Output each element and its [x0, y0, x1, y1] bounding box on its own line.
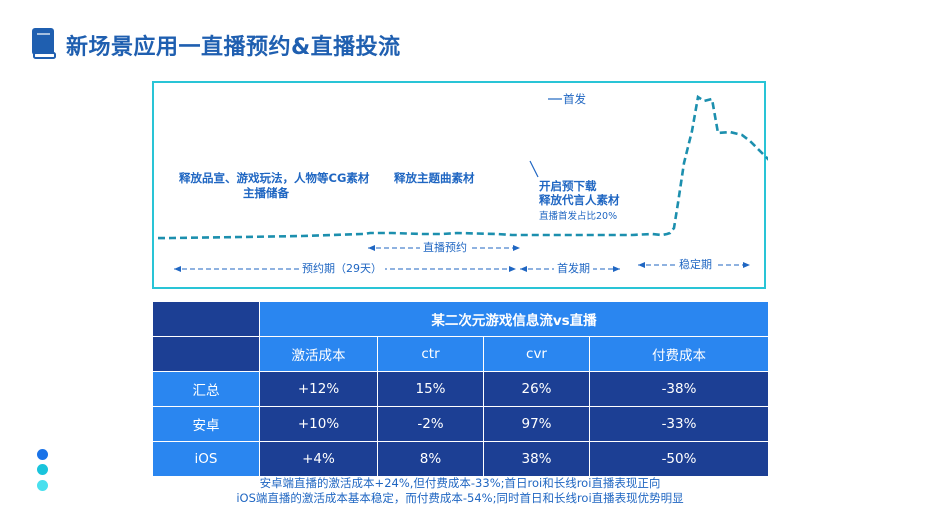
table-cell: 97%: [483, 406, 590, 442]
trend-chart: 释放品宣、游戏玩法，人物等CG素材 主播储备 释放主题曲素材 首发 开启预下载 …: [152, 81, 768, 289]
table-cell: 8%: [377, 441, 484, 477]
table-cell: -38%: [588, 371, 770, 407]
launch-label: 首发: [563, 92, 586, 106]
pager-dot[interactable]: [37, 449, 48, 460]
footnote-line2: iOS端直播的激活成本基本稳定，而付费成本-54%;同时首日和长线roi直播表现…: [236, 490, 684, 505]
table-row: 安卓 +10% -2% 97% -33%: [152, 406, 770, 442]
phase-booking-period: 预约期（29天）: [299, 262, 385, 276]
footnote: 安卓端直播的激活成本+24%,但付费成本-33%;首日roi和长线roi直播表现…: [152, 476, 768, 505]
pager-dot[interactable]: [37, 480, 48, 491]
footnote-line1: 安卓端直播的激活成本+24%,但付费成本-33%;首日roi和长线roi直播表现…: [259, 476, 661, 490]
table-cell: +4%: [259, 441, 378, 477]
comparison-table: 某二次元游戏信息流vs直播 激活成本 ctr cvr 付费成本 汇总 +12% …: [152, 301, 770, 477]
trend-curve: [154, 94, 768, 240]
pager-dot[interactable]: [37, 464, 48, 475]
row-label: 安卓: [152, 406, 260, 442]
table-row: 汇总 +12% 15% 26% -38%: [152, 371, 770, 407]
table-title-row: 某二次元游戏信息流vs直播: [152, 301, 770, 337]
row-label: 汇总: [152, 371, 260, 407]
table-row: iOS +4% 8% 38% -50%: [152, 441, 770, 477]
live-share-note: 直播首发占比20%: [539, 211, 618, 222]
phase-stable-period: 稳定期: [676, 258, 715, 272]
theme-song-note: 释放主题曲素材: [394, 171, 475, 185]
column-header: 付费成本: [588, 336, 770, 372]
row-label: iOS: [152, 441, 260, 477]
phase-live-booking: 直播预约: [420, 241, 470, 255]
release-note-line1: 释放品宣、游戏玩法，人物等CG素材: [179, 171, 370, 185]
table-cell: 15%: [377, 371, 484, 407]
page-title: 新场景应用一直播预约&直播投流: [66, 35, 401, 60]
preload-note-line2: 释放代言人素材: [539, 193, 620, 207]
table-cell: -2%: [377, 406, 484, 442]
table-cell: +12%: [259, 371, 378, 407]
table-corner-sub: [152, 336, 260, 372]
table-title: 某二次元游戏信息流vs直播: [258, 301, 770, 337]
table-corner: [152, 301, 260, 337]
column-header: ctr: [377, 336, 484, 372]
column-header: cvr: [483, 336, 590, 372]
preload-note-line1: 开启预下载: [539, 179, 597, 193]
table-cell: -50%: [588, 441, 770, 477]
table-header-row: 激活成本 ctr cvr 付费成本: [152, 336, 770, 372]
table-cell: 38%: [483, 441, 590, 477]
table-cell: +10%: [259, 406, 378, 442]
phase-launch-period: 首发期: [554, 262, 593, 276]
table-cell: 26%: [483, 371, 590, 407]
book-icon: [32, 28, 56, 59]
release-note-line2: 主播储备: [243, 186, 289, 200]
preload-arrow: [529, 160, 539, 178]
table-cell: -33%: [588, 406, 770, 442]
column-header: 激活成本: [259, 336, 378, 372]
